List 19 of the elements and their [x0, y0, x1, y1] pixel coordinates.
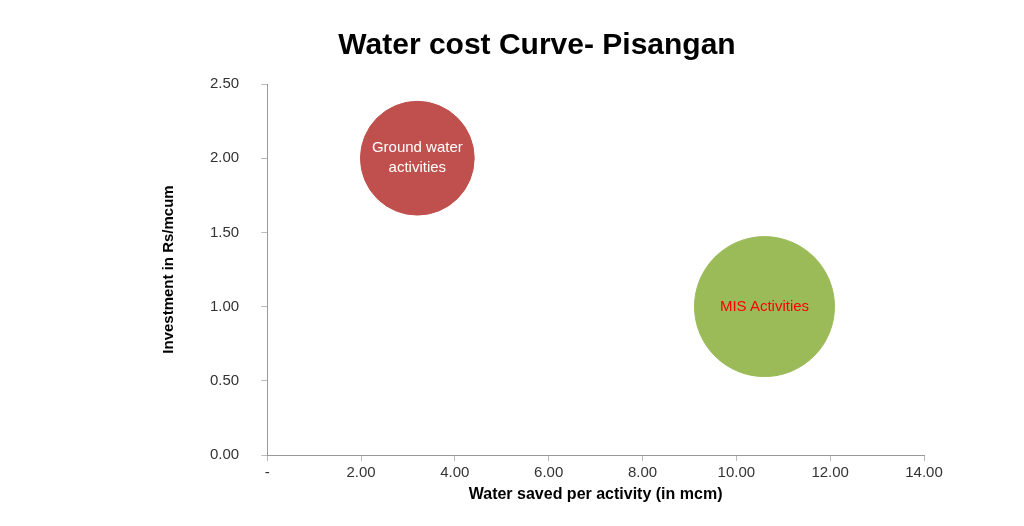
x-tick-label: 2.00 — [346, 463, 376, 481]
y-tick-label: 1.50 — [209, 222, 240, 240]
x-tick-label: 14.00 — [905, 463, 943, 481]
y-axis-title: Investment in Rs/mcum — [159, 185, 177, 354]
y-tick-label: 2.50 — [209, 74, 240, 92]
y-tick-label: 0.00 — [209, 445, 240, 463]
x-tick-label: 10.00 — [717, 463, 756, 481]
x-tick-label: 12.00 — [811, 463, 849, 481]
x-tick-label: 6.00 — [534, 463, 564, 481]
x-axis-title: Water saved per activity (in mcm) — [468, 485, 723, 503]
y-tick-label: 2.00 — [209, 148, 240, 166]
x-tick-label: 4.00 — [440, 463, 470, 481]
x-tick-label: - — [264, 463, 270, 481]
x-tick-label: 8.00 — [627, 463, 658, 481]
chart-title: Water cost Curve- Pisangan — [338, 27, 736, 61]
y-tick-label: 0.50 — [209, 370, 240, 388]
series-label: Ground water activities — [371, 138, 463, 176]
series-label: MIS Activities — [719, 296, 810, 314]
y-tick-label: 1.00 — [209, 296, 240, 314]
